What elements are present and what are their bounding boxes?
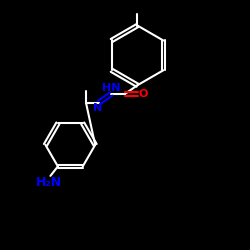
Text: HN: HN <box>102 84 120 94</box>
Text: O: O <box>139 89 148 99</box>
Text: H₂N: H₂N <box>36 176 62 189</box>
Text: N: N <box>93 103 102 113</box>
